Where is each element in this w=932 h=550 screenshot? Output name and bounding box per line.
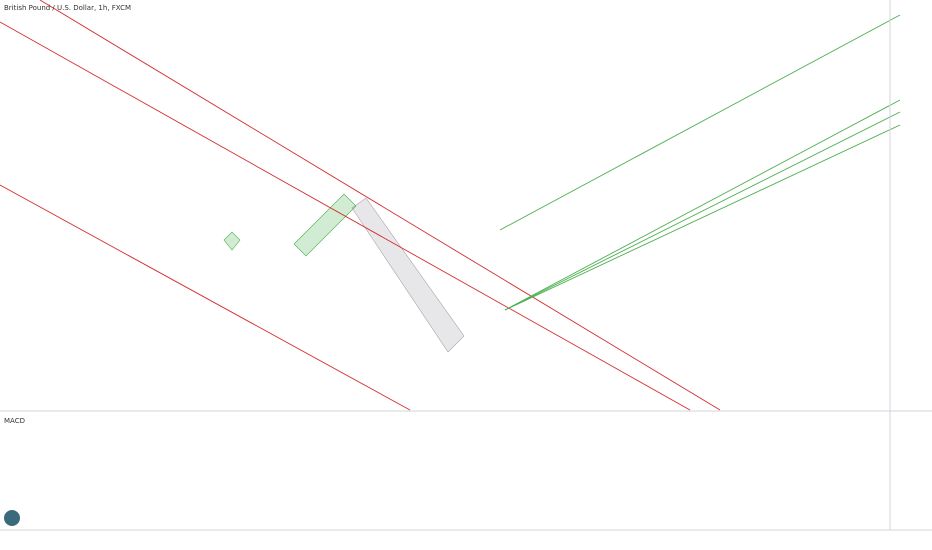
logo[interactable] <box>4 510 20 526</box>
channel-line <box>504 111 901 311</box>
fault-box <box>293 193 357 257</box>
trend-line <box>0 21 691 411</box>
channel-line <box>504 99 901 311</box>
local-trend-box <box>351 197 465 353</box>
chart-title: British Pound / U.S. Dollar, 1h, FXCM <box>4 4 131 12</box>
channel-line <box>504 124 901 311</box>
axes <box>0 0 932 531</box>
trend-line <box>39 0 721 411</box>
drawings <box>0 0 901 411</box>
trend-line <box>0 184 411 411</box>
break-marker <box>223 231 241 251</box>
macd-title: MACD <box>4 417 25 425</box>
channel-line <box>499 14 901 231</box>
